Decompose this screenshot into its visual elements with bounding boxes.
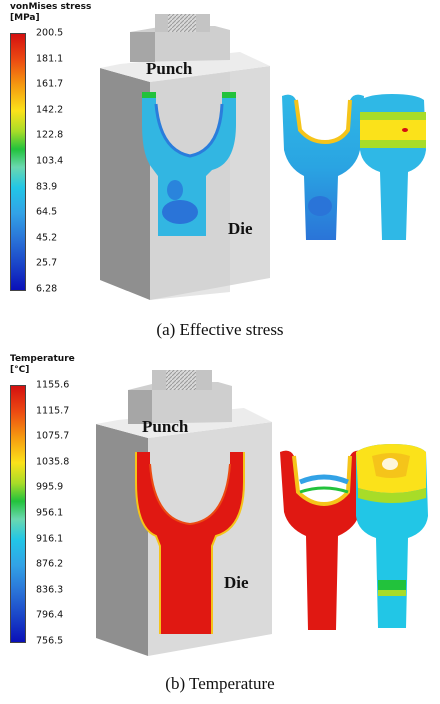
legend-title-line1: vonMises stress <box>10 2 92 12</box>
legend-value: 876.2 <box>36 558 64 570</box>
punch <box>130 14 230 62</box>
legend-value: 64.5 <box>36 206 58 218</box>
forging-simulation-scene: Punch Die <box>96 370 428 656</box>
legend-unit: [MPa] <box>10 13 40 23</box>
legend-value: 45.2 <box>36 232 58 244</box>
panel-caption: (b) Temperature <box>165 674 275 693</box>
part-half-section <box>282 94 364 241</box>
legend-value: 756.5 <box>36 635 64 647</box>
forging-simulation-scene: Punch Die <box>100 14 426 300</box>
legend-value: 1035.8 <box>36 456 70 468</box>
legend-value: 796.4 <box>36 609 64 621</box>
legend-value: 916.1 <box>36 533 64 545</box>
panel-effective-stress: vonMises stress [MPa] 200.5 181.1 161.7 … <box>10 2 426 339</box>
punch-label: Punch <box>142 417 189 436</box>
legend-value: 1075.7 <box>36 430 70 442</box>
legend-value: 995.9 <box>36 481 64 493</box>
punch <box>128 370 232 424</box>
legend-value: 6.28 <box>36 283 58 295</box>
legend-value: 83.9 <box>36 181 58 193</box>
legend-color-bar <box>10 385 26 643</box>
legend-value: 1155.6 <box>36 379 70 391</box>
legend-title-line1: Temperature <box>10 354 75 364</box>
punch-label: Punch <box>146 59 193 78</box>
workpiece-section <box>142 92 236 236</box>
workpiece-section <box>135 452 245 634</box>
panel-temperature: Temperature [°C] 1155.6 1115.7 1075.7 10… <box>0 352 440 704</box>
legend-value: 181.1 <box>36 53 64 65</box>
die-label: Die <box>228 219 253 238</box>
legend-value: 122.8 <box>36 129 64 141</box>
part-full <box>360 94 426 240</box>
legend-value: 836.3 <box>36 584 64 596</box>
legend-value: 200.5 <box>36 27 64 39</box>
legend-color-bar <box>10 33 26 291</box>
part-half-section <box>280 450 364 630</box>
legend-title: Temperature [°C] <box>10 354 75 376</box>
legend-value: 1115.7 <box>36 405 70 417</box>
part-full <box>356 444 428 628</box>
legend-value: 142.2 <box>36 104 64 116</box>
legend-value: 103.4 <box>36 155 64 167</box>
die-label: Die <box>224 573 249 592</box>
legend-value: 25.7 <box>36 257 58 269</box>
panel-caption: (a) Effective stress <box>156 320 284 339</box>
legend-title: vonMises stress [MPa] <box>10 2 91 24</box>
legend-value: 956.1 <box>36 507 64 519</box>
legend-unit: [°C] <box>10 365 30 375</box>
legend-value: 161.7 <box>36 78 64 90</box>
